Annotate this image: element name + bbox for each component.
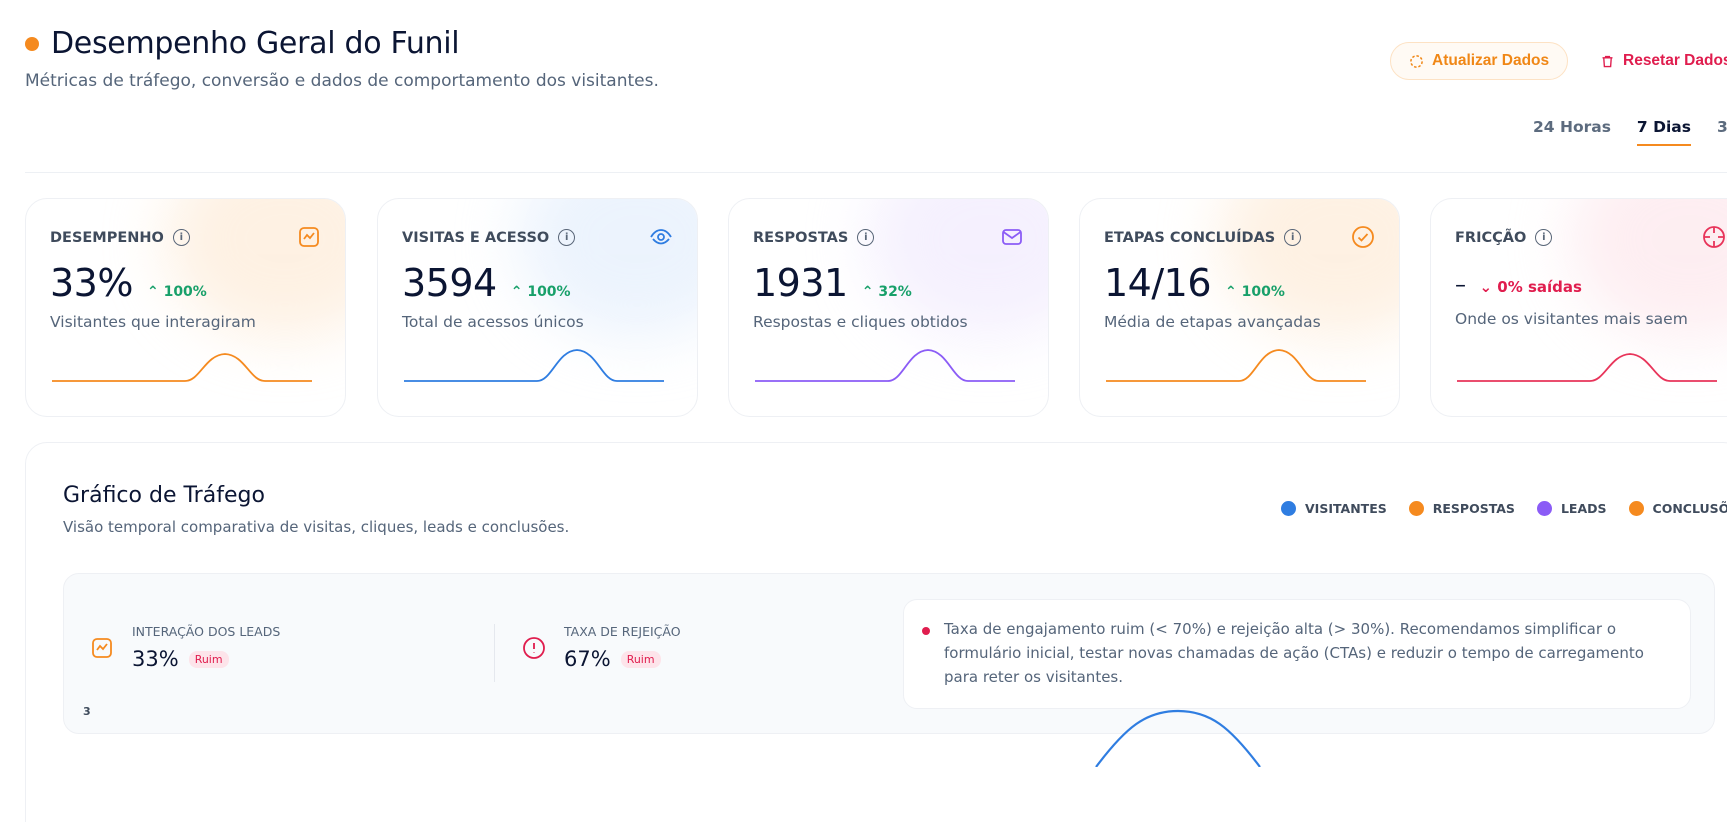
page-subtitle: Métricas de tráfego, conversão e dados d… bbox=[25, 71, 659, 91]
lead-interaction-metric: INTERAÇÃO DOS LEADS 33% Ruim bbox=[90, 624, 280, 671]
card-label: VISITAS E ACESSO bbox=[402, 229, 550, 246]
recommendation-text: Taxa de engajamento ruim (< 70%) e rejei… bbox=[944, 620, 1644, 686]
metric-value: 67% bbox=[564, 647, 611, 671]
metric-divider bbox=[494, 624, 495, 682]
info-icon[interactable]: i bbox=[172, 229, 190, 246]
tab-30-days[interactable]: 30 Dias bbox=[1716, 118, 1727, 136]
legend-item-responses[interactable]: RESPOSTAS bbox=[1408, 501, 1515, 516]
sparkline bbox=[404, 349, 664, 382]
reset-data-button[interactable]: Resetar Dados bbox=[1600, 42, 1727, 80]
mail-icon bbox=[1002, 229, 1022, 245]
traffic-chart-title: Gráfico de Tráfego bbox=[63, 483, 265, 508]
card-visits[interactable]: VISITAS E ACESSO i 3594 ⌃ 100% Total de ac… bbox=[377, 198, 698, 417]
card-performance[interactable]: DESEMPENHO i 33% ⌃ 100% Visitantes que int… bbox=[25, 198, 346, 417]
status-dot bbox=[25, 36, 39, 51]
sparkline bbox=[1106, 349, 1366, 382]
card-value: 3594 bbox=[402, 261, 497, 305]
metric-value: 33% bbox=[132, 647, 179, 671]
card-value: 33% bbox=[50, 261, 133, 305]
alert-dot bbox=[922, 627, 930, 635]
card-description: Visitantes que interagiram bbox=[50, 313, 256, 331]
info-icon[interactable]: i bbox=[1535, 229, 1553, 246]
card-delta: ⌃ 100% bbox=[146, 284, 207, 300]
trash-icon bbox=[1602, 55, 1613, 67]
card-value: 14/16 bbox=[1104, 261, 1212, 305]
info-icon[interactable]: i bbox=[857, 229, 875, 246]
card-label: DESEMPENHO bbox=[50, 229, 164, 246]
card-label: FRICÇÃO bbox=[1455, 229, 1527, 246]
card-delta: ⌃ 100% bbox=[1225, 284, 1285, 300]
legend-item-completions[interactable]: CONCLUSÕES bbox=[1628, 501, 1727, 516]
page-title: Desempenho Geral do Funil bbox=[51, 26, 460, 61]
metric-label: INTERAÇÃO DOS LEADS bbox=[132, 624, 281, 639]
eye-icon bbox=[650, 229, 672, 245]
visitors-series-line bbox=[1095, 709, 1261, 767]
card-value: 1931 bbox=[753, 261, 848, 305]
trend-chart-icon bbox=[299, 227, 319, 247]
sparkline bbox=[755, 349, 1015, 382]
card-description: Total de acessos únicos bbox=[402, 313, 584, 331]
legend-dot bbox=[1536, 501, 1552, 516]
info-icon[interactable]: i bbox=[558, 229, 576, 246]
refresh-data-label: Atualizar Dados bbox=[1432, 52, 1550, 69]
page-header: Desempenho Geral do Funil Métricas de tr… bbox=[25, 26, 659, 91]
reset-data-label: Resetar Dados bbox=[1623, 52, 1727, 69]
y-axis-tick: 3 bbox=[83, 705, 91, 718]
card-delta: ⌃ 32% bbox=[861, 284, 912, 300]
alert-circle-icon bbox=[523, 636, 545, 659]
status-badge: Ruim bbox=[620, 650, 661, 668]
legend-item-leads[interactable]: LEADS bbox=[1536, 501, 1607, 516]
card-description: Média de etapas avançadas bbox=[1104, 313, 1321, 331]
insight-box: INTERAÇÃO DOS LEADS 33% Ruim TAXA DE REJE… bbox=[63, 573, 1715, 734]
trend-chart-icon bbox=[92, 637, 112, 658]
legend-item-visitors[interactable]: VISITANTES bbox=[1281, 501, 1387, 516]
metric-label: TAXA DE REJEIÇÃO bbox=[564, 624, 681, 639]
card-responses[interactable]: RESPOSTAS i 1931 ⌃ 32% Respostas e cliques… bbox=[728, 198, 1049, 417]
refresh-data-button[interactable]: Atualizar Dados bbox=[1390, 42, 1569, 80]
card-delta: ⌃ 100% bbox=[510, 284, 571, 300]
card-label: ETAPAS CONCLUÍDAS bbox=[1104, 229, 1276, 246]
card-friction[interactable]: FRICÇÃO i – ⌄ 0% saídas Onde os visitantes… bbox=[1430, 198, 1727, 417]
check-circle-icon bbox=[1352, 226, 1374, 248]
status-badge: Ruim bbox=[188, 650, 229, 668]
bounce-rate-metric: TAXA DE REJEIÇÃO 67% Ruim bbox=[522, 624, 681, 671]
legend-dot bbox=[1408, 501, 1424, 516]
header-divider bbox=[25, 172, 1727, 173]
refresh-icon bbox=[1410, 54, 1423, 68]
card-steps-completed[interactable]: ETAPAS CONCLUÍDAS i 14/16 ⌃ 100% Média de … bbox=[1079, 198, 1400, 417]
card-description: Respostas e cliques obtidos bbox=[753, 313, 968, 331]
chart-legend: VISITANTES RESPOSTAS LEADS CONCLUSÕES bbox=[1281, 501, 1727, 516]
sparkline bbox=[1457, 353, 1717, 382]
legend-dot bbox=[1628, 501, 1644, 516]
tab-24-hours[interactable]: 24 Horas bbox=[1533, 118, 1611, 136]
traffic-chart-subtitle: Visão temporal comparativa de visitas, c… bbox=[63, 518, 570, 536]
card-delta: ⌄ 0% saídas bbox=[1479, 278, 1582, 296]
card-label: RESPOSTAS bbox=[753, 229, 849, 246]
recommendation-note: Taxa de engajamento ruim (< 70%) e rejei… bbox=[903, 599, 1691, 709]
tab-7-days[interactable]: 7 Dias bbox=[1636, 118, 1692, 146]
card-description: Onde os visitantes mais saem bbox=[1455, 310, 1688, 328]
period-tabs: 24 Horas 7 Dias 30 Dias bbox=[1533, 118, 1727, 146]
traffic-chart-panel: Gráfico de Tráfego Visão temporal compar… bbox=[25, 442, 1727, 822]
legend-dot bbox=[1281, 501, 1296, 516]
crosshair-icon bbox=[1703, 226, 1725, 248]
info-icon[interactable]: i bbox=[1284, 229, 1302, 246]
card-value: – bbox=[1455, 273, 1466, 298]
sparkline bbox=[52, 353, 312, 382]
